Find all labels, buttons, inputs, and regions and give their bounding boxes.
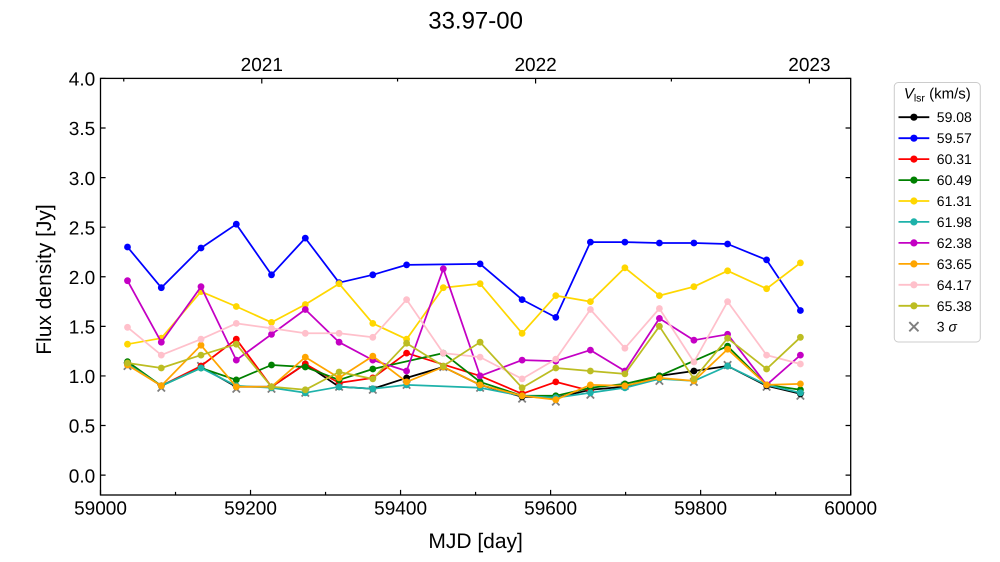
svg-text:Flux density [Jy]: Flux density [Jy]	[33, 204, 56, 355]
svg-text:3 σ: 3 σ	[937, 319, 958, 335]
svg-text:59800: 59800	[674, 499, 727, 520]
svg-text:61.31: 61.31	[937, 193, 972, 209]
svg-text:59.57: 59.57	[937, 130, 972, 146]
svg-text:2.5: 2.5	[69, 218, 95, 239]
svg-text:61.98: 61.98	[937, 214, 972, 230]
svg-text:64.17: 64.17	[937, 277, 972, 293]
svg-text:2021: 2021	[241, 55, 283, 76]
svg-text:0.5: 0.5	[69, 417, 95, 438]
svg-text:33.97-00: 33.97-00	[428, 7, 523, 34]
svg-text:MJD [day]: MJD [day]	[428, 530, 523, 553]
svg-text:59000: 59000	[74, 499, 127, 520]
svg-text:59.08: 59.08	[937, 109, 972, 125]
svg-text:60000: 60000	[824, 499, 877, 520]
svg-text:Vlsr (km/s): Vlsr (km/s)	[904, 85, 971, 104]
svg-text:59200: 59200	[224, 499, 277, 520]
svg-text:60.31: 60.31	[937, 151, 972, 167]
svg-text:63.65: 63.65	[937, 256, 972, 272]
svg-text:4.0: 4.0	[69, 70, 95, 91]
svg-text:62.38: 62.38	[937, 235, 972, 251]
svg-text:65.38: 65.38	[937, 298, 972, 314]
svg-text:59600: 59600	[524, 499, 577, 520]
svg-text:2.0: 2.0	[69, 268, 95, 289]
svg-text:3.0: 3.0	[69, 169, 95, 190]
svg-text:1.5: 1.5	[69, 318, 95, 339]
svg-text:0.0: 0.0	[69, 466, 95, 487]
svg-text:60.49: 60.49	[937, 172, 972, 188]
svg-text:2022: 2022	[514, 55, 556, 76]
svg-text:1.0: 1.0	[69, 367, 95, 388]
svg-text:2023: 2023	[788, 55, 830, 76]
svg-text:3.5: 3.5	[69, 119, 95, 140]
svg-text:59400: 59400	[374, 499, 427, 520]
